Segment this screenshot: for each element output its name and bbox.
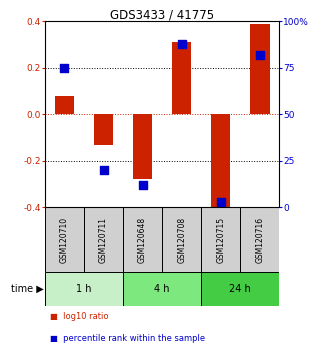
Bar [94,114,113,144]
Text: 4 h: 4 h [154,284,170,294]
Bar [211,114,230,210]
Point [218,199,223,205]
Text: 24 h: 24 h [229,284,251,294]
Point [62,65,67,70]
Text: GSM120648: GSM120648 [138,217,147,263]
Bar [162,207,201,273]
Bar [45,207,84,273]
Point [257,52,262,58]
Text: GSM120708: GSM120708 [177,217,186,263]
Bar [240,207,279,273]
Bar [172,42,191,114]
Text: GSM120715: GSM120715 [216,217,225,263]
Text: GSM120711: GSM120711 [99,217,108,263]
Bar [133,114,152,179]
Text: ■  log10 ratio: ■ log10 ratio [50,312,108,321]
Text: time ▶: time ▶ [12,284,44,294]
Bar [201,207,240,273]
Text: GSM120716: GSM120716 [255,217,264,263]
Bar [123,273,201,306]
Point [179,41,184,46]
Title: GDS3433 / 41775: GDS3433 / 41775 [110,8,214,21]
Bar [201,273,279,306]
Text: 1 h: 1 h [76,284,92,294]
Point [101,167,106,173]
Bar [55,96,74,114]
Bar [250,24,270,114]
Text: ■  percentile rank within the sample: ■ percentile rank within the sample [50,334,205,343]
Bar [123,207,162,273]
Bar [45,273,123,306]
Point [140,182,145,188]
Bar [84,207,123,273]
Text: GSM120710: GSM120710 [60,217,69,263]
